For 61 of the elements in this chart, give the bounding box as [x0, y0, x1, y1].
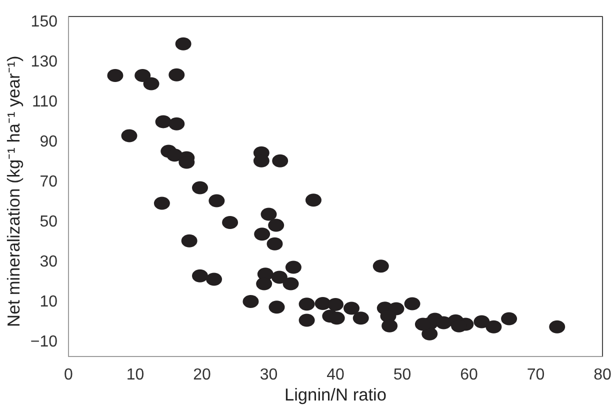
y-tick-label: 10 — [40, 294, 58, 310]
point — [121, 129, 138, 142]
x-tick-label: 50 — [393, 366, 412, 384]
point — [298, 314, 315, 327]
point — [372, 260, 389, 273]
point — [404, 297, 420, 310]
point — [134, 69, 151, 82]
x-tick-label: 60 — [460, 366, 478, 384]
point — [143, 77, 160, 90]
point — [256, 277, 272, 290]
x-tick-label: 30 — [260, 366, 278, 384]
y-tick-label: 130 — [30, 54, 58, 70]
point — [382, 319, 398, 332]
x-tick-label: 10 — [126, 366, 144, 384]
y-tick-label: 70 — [40, 174, 58, 190]
point — [222, 216, 238, 229]
point — [549, 320, 566, 334]
point — [192, 269, 208, 282]
x-tick-label: 40 — [326, 366, 344, 384]
point — [206, 272, 222, 286]
point — [486, 320, 502, 334]
point — [242, 295, 259, 308]
point — [155, 115, 172, 128]
point — [107, 69, 124, 82]
y-tick-label: 110 — [32, 94, 58, 110]
point — [175, 37, 192, 50]
x-tick-label: 80 — [594, 366, 612, 384]
point — [268, 300, 285, 314]
point — [181, 234, 198, 248]
point — [436, 316, 452, 330]
point — [305, 194, 322, 207]
x-axis-title: Lignin/N ratio — [284, 384, 387, 404]
point — [154, 196, 170, 210]
point — [268, 218, 284, 232]
point — [266, 237, 283, 250]
y-tick-label: 50 — [40, 214, 58, 230]
point — [298, 298, 315, 311]
point — [282, 277, 299, 290]
point — [208, 194, 225, 208]
point — [168, 117, 185, 130]
x-tick-label: 70 — [526, 366, 545, 384]
point — [285, 260, 302, 274]
x-tick-label: 20 — [193, 366, 211, 384]
y-tick-label: 30 — [40, 254, 58, 270]
point — [168, 68, 185, 82]
point — [260, 208, 277, 221]
x-tick-label: 0 — [64, 366, 74, 384]
point — [328, 298, 344, 311]
y-tick-label: −10 — [30, 334, 58, 350]
point — [474, 315, 490, 328]
point — [422, 327, 438, 340]
y-tick-label: 150 — [30, 14, 58, 30]
y-tick-label: 90 — [40, 134, 58, 150]
point — [501, 312, 518, 326]
point — [352, 312, 369, 325]
point — [272, 154, 288, 168]
y-axis-title: Net mineralization (kg⁻¹ ha⁻¹ year⁻¹) — [3, 56, 24, 327]
point — [254, 228, 270, 241]
point — [271, 270, 288, 284]
point — [344, 302, 360, 315]
point — [192, 181, 208, 194]
